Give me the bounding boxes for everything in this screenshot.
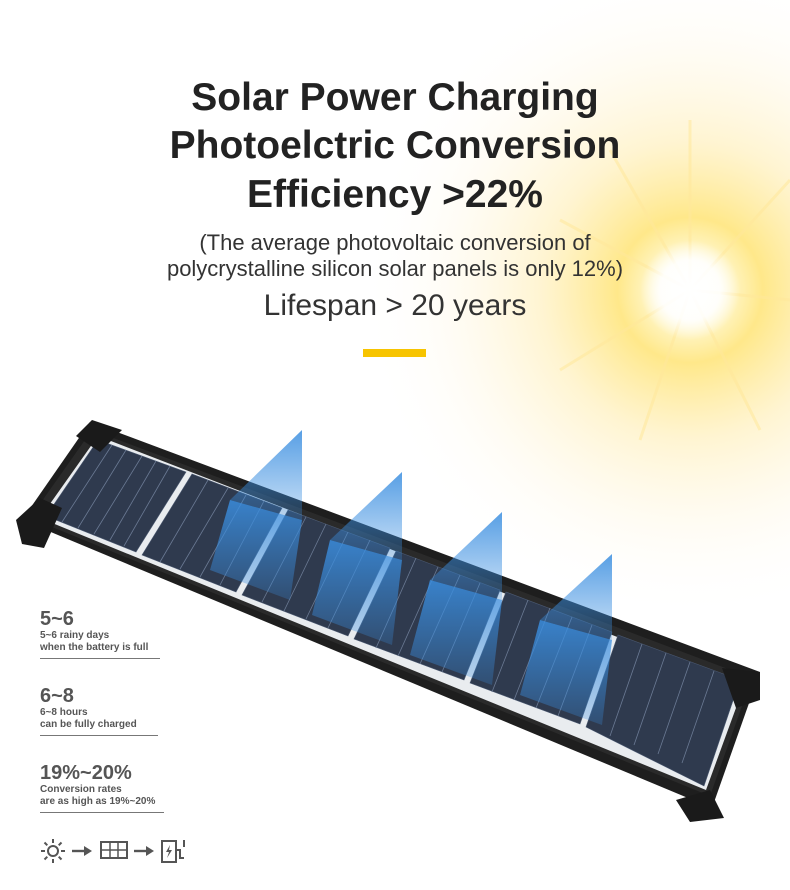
- stat-desc-line2: are as high as 19%~20%: [40, 796, 156, 807]
- page-title-line3: Efficiency >22%: [247, 173, 543, 216]
- stat-value: 6~8: [40, 685, 74, 707]
- stat-desc-line1: 5~6 rainy days: [40, 630, 110, 641]
- page-title-line1: Solar Power Charging: [191, 76, 599, 119]
- stat-value: 19%~20%: [40, 762, 132, 784]
- energy-flow: [40, 838, 188, 869]
- stat-charge-hours: 6~8 6~8 hours can be fully charged: [40, 685, 158, 736]
- stat-desc-line2: when the battery is full: [40, 642, 149, 653]
- stat-rainy-days: 5~6 5~6 rainy days when the battery is f…: [40, 608, 160, 659]
- stat-underline: [40, 735, 158, 736]
- stat-desc-line2: can be fully charged: [40, 719, 137, 730]
- stat-desc-line1: Conversion rates: [40, 784, 122, 795]
- subtitle-line2: polycrystalline silicon solar panels is …: [166, 256, 624, 281]
- stat-underline: [40, 812, 164, 813]
- lifespan-text: Lifespan > 20 years: [263, 289, 527, 322]
- arrow-right-icon: [134, 844, 154, 862]
- arrow-right-icon: [72, 844, 92, 862]
- charging-icon: [160, 838, 188, 869]
- stat-conversion-rate: 19%~20% Conversion rates are as high as …: [40, 762, 164, 813]
- solar-panel-icon: [100, 840, 128, 866]
- page-title-line2: Photoelctric Conversion: [169, 124, 621, 167]
- sun-icon: [40, 838, 66, 869]
- stat-value: 5~6: [40, 608, 74, 630]
- solar-panel-illustration: [16, 420, 760, 822]
- accent-divider: [363, 349, 426, 357]
- stat-underline: [40, 658, 160, 659]
- subtitle-line1: (The average photovoltaic conversion of: [199, 230, 591, 255]
- stat-desc-line1: 6~8 hours: [40, 707, 88, 718]
